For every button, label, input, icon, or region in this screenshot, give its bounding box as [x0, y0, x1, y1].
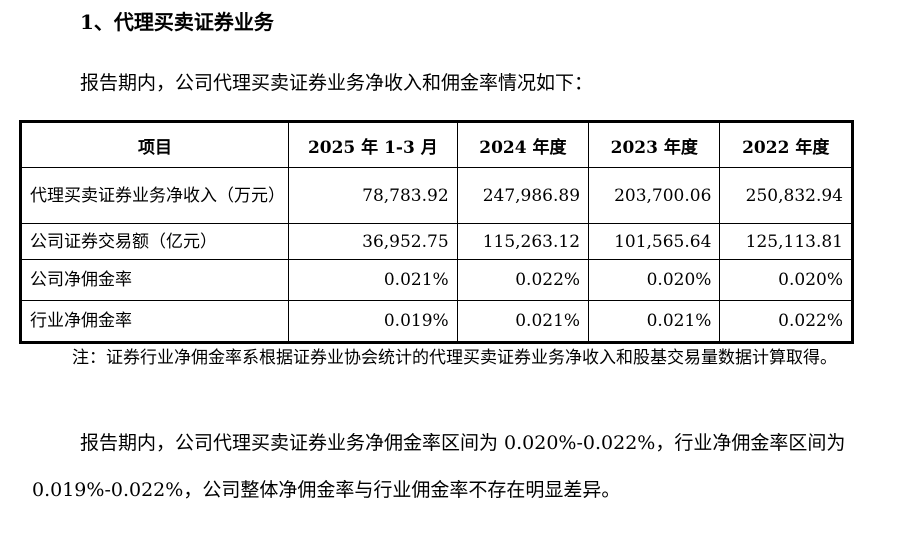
cell: 0.020%: [588, 259, 721, 301]
cell: 250,832.94: [719, 167, 853, 224]
column-header: 2025 年 1-3 月: [288, 121, 458, 168]
cell: 115,263.12: [456, 223, 590, 260]
cell: 0.020%: [719, 259, 853, 301]
cell: 36,952.75: [288, 223, 458, 260]
row-label: 公司证券交易额（亿元）: [20, 223, 289, 260]
cell: 101,565.64: [588, 223, 721, 260]
cell: 125,113.81: [719, 223, 853, 260]
cell: 78,783.92: [288, 167, 458, 224]
cell: 0.019%: [288, 300, 458, 343]
cell: 0.021%: [288, 259, 458, 301]
table-row: 行业净佣金率 0.019% 0.021% 0.021% 0.022%: [20, 300, 853, 343]
column-header: 2022 年度: [719, 121, 853, 168]
row-label: 公司净佣金率: [20, 259, 289, 301]
intro-text: 报告期内，公司代理买卖证券业务净收入和佣金率情况如下：: [80, 72, 594, 94]
row-label: 行业净佣金率: [20, 300, 289, 343]
table-row: 公司证券交易额（亿元） 36,952.75 115,263.12 101,565…: [20, 223, 853, 260]
column-header: 2023 年度: [588, 121, 721, 168]
cell: 247,986.89: [456, 167, 590, 224]
commission-table: 项目 2025 年 1-3 月 2024 年度 2023 年度 2022 年度 …: [19, 120, 854, 344]
section-heading: 1、代理买卖证券业务: [80, 10, 274, 34]
cell: 0.021%: [588, 300, 721, 343]
column-header: 项目: [20, 121, 289, 168]
cell: 0.022%: [719, 300, 853, 343]
column-header: 2024 年度: [456, 121, 590, 168]
row-label: 代理买卖证券业务净收入（万元）: [20, 167, 289, 224]
table-row: 代理买卖证券业务净收入（万元） 78,783.92 247,986.89 203…: [20, 167, 853, 224]
table-note: 注：证券行业净佣金率系根据证券业协会统计的代理买卖证券业务净收入和股基交易量数据…: [72, 348, 837, 368]
cell: 203,700.06: [588, 167, 721, 224]
body-paragraph: 报告期内，公司代理买卖证券业务净佣金率区间为 0.020%-0.022%，行业净…: [32, 432, 846, 501]
table-row: 公司净佣金率 0.021% 0.022% 0.020% 0.020%: [20, 259, 853, 301]
cell: 0.021%: [456, 300, 590, 343]
cell: 0.022%: [456, 259, 590, 301]
table-header-row: 项目 2025 年 1-3 月 2024 年度 2023 年度 2022 年度: [20, 121, 853, 168]
